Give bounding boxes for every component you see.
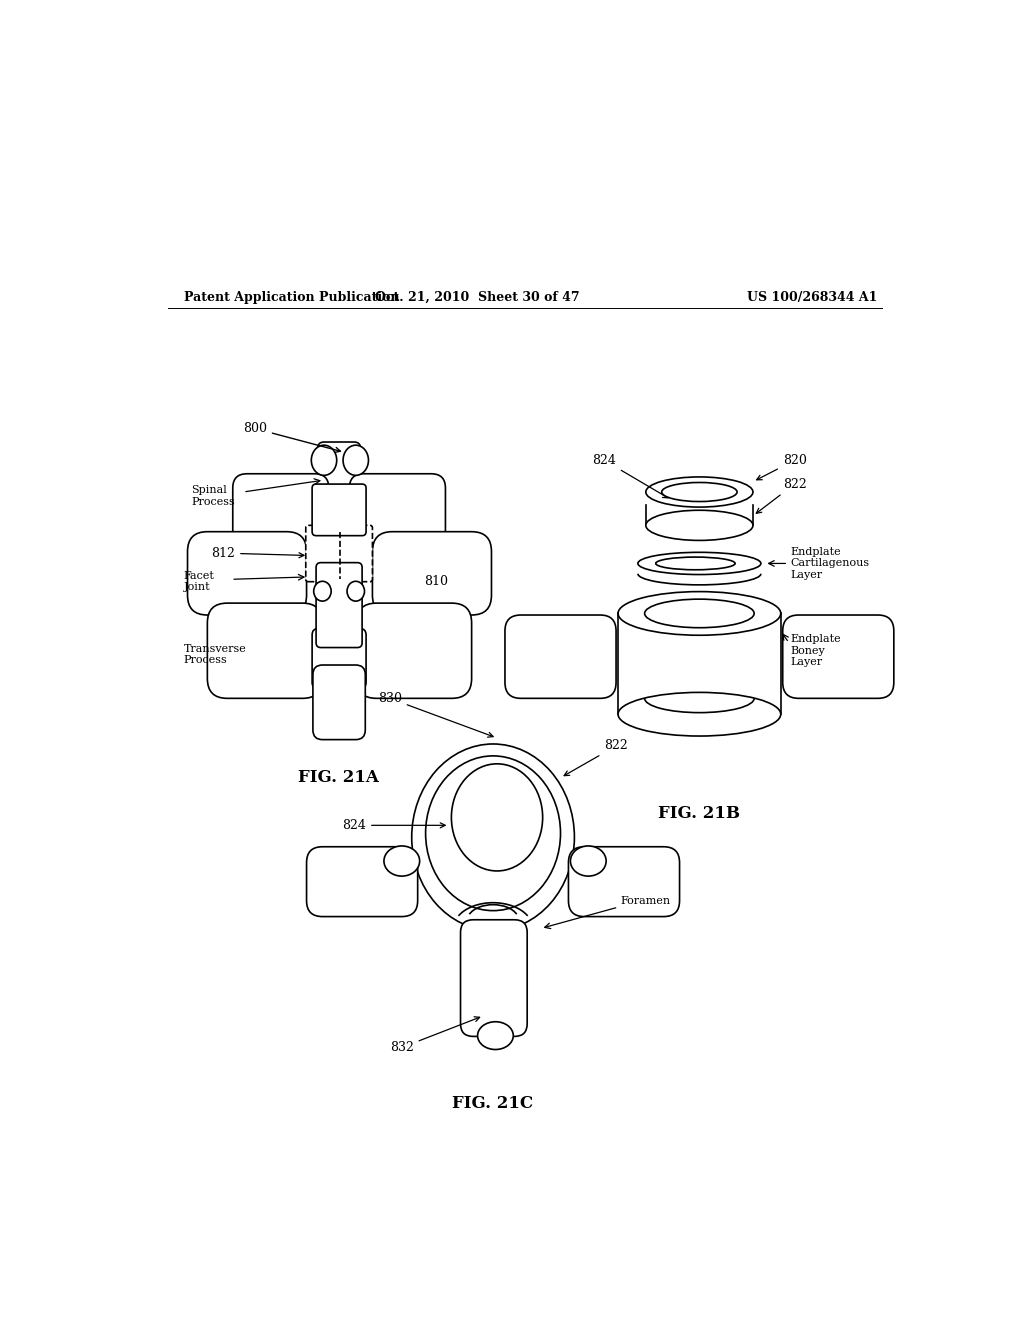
Ellipse shape [570,846,606,876]
Text: Oct. 21, 2010  Sheet 30 of 47: Oct. 21, 2010 Sheet 30 of 47 [375,292,580,304]
Ellipse shape [412,744,574,931]
FancyBboxPatch shape [349,474,445,546]
Text: 824: 824 [342,818,445,832]
Ellipse shape [646,511,753,540]
Ellipse shape [347,581,365,601]
Text: FIG. 21B: FIG. 21B [658,805,740,822]
Text: FIG. 21A: FIG. 21A [298,770,379,787]
FancyBboxPatch shape [317,442,360,507]
FancyBboxPatch shape [461,920,527,1036]
FancyBboxPatch shape [306,846,418,916]
FancyBboxPatch shape [313,665,366,739]
Text: Transverse
Process: Transverse Process [183,644,247,665]
Ellipse shape [477,1022,513,1049]
Ellipse shape [662,483,737,502]
Text: Facet
Joint: Facet Joint [183,570,214,593]
FancyBboxPatch shape [312,628,367,689]
Ellipse shape [646,477,753,507]
Ellipse shape [426,756,560,911]
Ellipse shape [638,552,761,574]
Ellipse shape [618,693,780,737]
Text: 812: 812 [211,546,304,560]
Text: 822: 822 [564,739,628,776]
Ellipse shape [655,557,735,570]
Ellipse shape [618,591,780,635]
FancyBboxPatch shape [373,532,492,615]
Ellipse shape [311,445,337,475]
FancyBboxPatch shape [568,846,680,916]
Text: FIG. 21C: FIG. 21C [453,1094,534,1111]
FancyBboxPatch shape [356,603,472,698]
FancyBboxPatch shape [782,615,894,698]
Text: Endplate
Boney
Layer: Endplate Boney Layer [791,634,842,668]
FancyBboxPatch shape [187,532,306,615]
Text: 822: 822 [757,478,807,513]
Text: 832: 832 [390,1016,479,1055]
Text: 820: 820 [757,454,807,479]
Ellipse shape [313,581,331,601]
FancyBboxPatch shape [232,474,329,546]
Text: 800: 800 [243,422,340,453]
Text: Patent Application Publication: Patent Application Publication [183,292,399,304]
Text: US 100/268344 A1: US 100/268344 A1 [748,292,878,304]
Ellipse shape [645,599,754,628]
Ellipse shape [384,846,420,876]
FancyBboxPatch shape [312,484,367,536]
Ellipse shape [343,445,369,475]
FancyBboxPatch shape [306,525,373,582]
FancyBboxPatch shape [207,603,323,698]
FancyBboxPatch shape [505,615,616,698]
Text: 824: 824 [592,454,668,498]
Text: 830: 830 [378,692,494,737]
Text: Spinal
Process: Spinal Process [191,486,236,507]
Text: Foramen: Foramen [620,896,670,906]
Text: 810: 810 [424,576,449,589]
Text: Endplate
Cartilagenous
Layer: Endplate Cartilagenous Layer [791,546,869,579]
FancyBboxPatch shape [316,562,362,648]
Ellipse shape [452,764,543,871]
